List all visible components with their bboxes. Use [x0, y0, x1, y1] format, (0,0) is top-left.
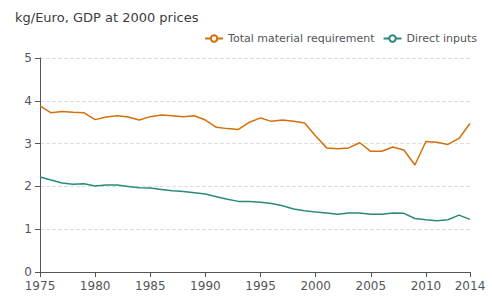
svg-text:Total material requirement: Total material requirement [227, 32, 375, 45]
svg-text:0: 0 [24, 265, 32, 279]
svg-text:1975: 1975 [25, 279, 56, 293]
svg-text:kg/Euro, GDP at 2000 prices: kg/Euro, GDP at 2000 prices [15, 10, 199, 25]
svg-text:2000: 2000 [300, 279, 331, 293]
svg-text:3: 3 [24, 137, 32, 151]
svg-text:5: 5 [24, 51, 32, 65]
svg-text:1: 1 [24, 222, 32, 236]
svg-text:2005: 2005 [355, 279, 386, 293]
svg-text:1980: 1980 [80, 279, 111, 293]
svg-text:1985: 1985 [135, 279, 166, 293]
svg-text:Direct inputs: Direct inputs [407, 32, 478, 45]
svg-text:2010: 2010 [411, 279, 442, 293]
svg-text:1990: 1990 [190, 279, 221, 293]
svg-text:1995: 1995 [245, 279, 276, 293]
svg-text:2: 2 [24, 179, 32, 193]
svg-text:2014: 2014 [455, 279, 486, 293]
svg-text:4: 4 [24, 94, 32, 108]
